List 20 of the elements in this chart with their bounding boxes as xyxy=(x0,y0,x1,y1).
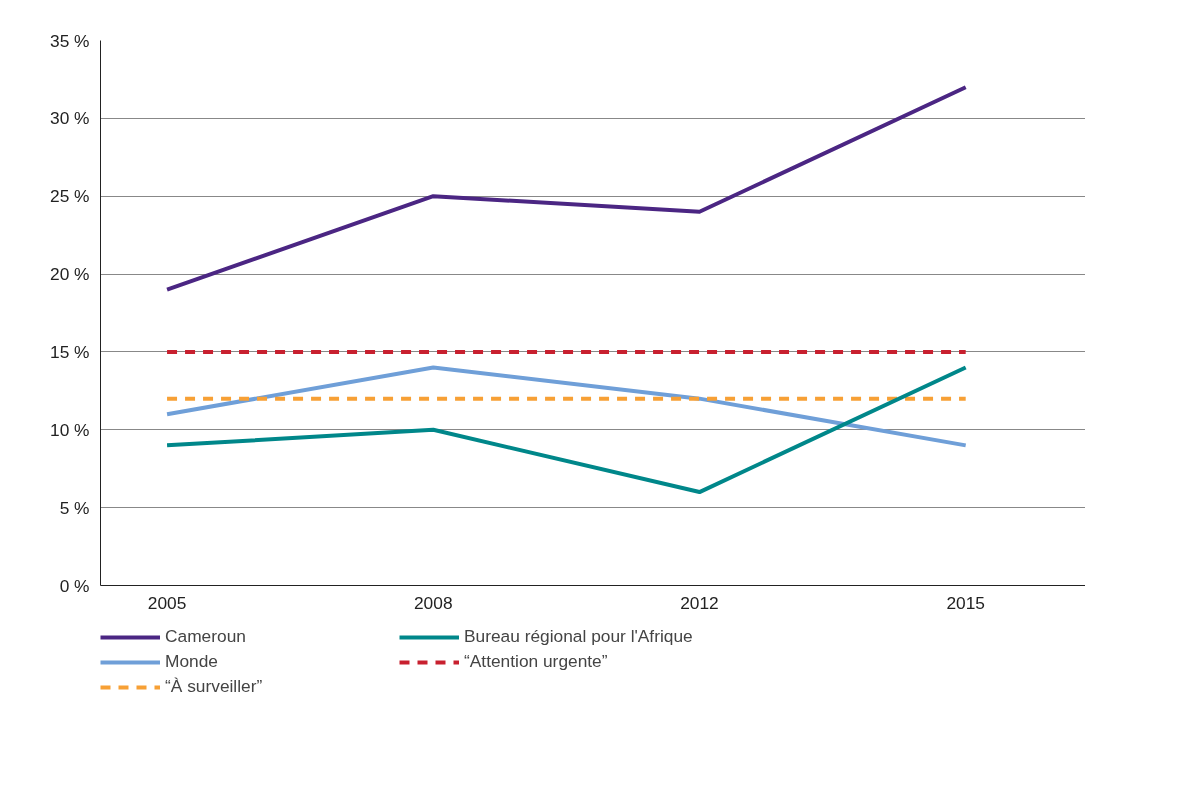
y-tick-label: 35 % xyxy=(50,30,90,51)
legend-label: “À surveiller” xyxy=(165,676,264,697)
y-tick-label: 25 % xyxy=(50,186,90,207)
y-tick-label: 20 % xyxy=(50,264,90,285)
legend-label: Bureau régional pour l'Afrique xyxy=(464,626,694,647)
y-tick-label: 0 % xyxy=(59,575,90,596)
y-tick-label: 30 % xyxy=(50,108,90,129)
x-tick-label: 2012 xyxy=(680,592,719,613)
line-series xyxy=(165,85,968,292)
y-tick-label: 5 % xyxy=(59,497,90,518)
x-tick-label: 2008 xyxy=(414,592,453,613)
y-tick-label: 10 % xyxy=(50,419,90,440)
line-series xyxy=(165,365,968,448)
x-tick-label: 2005 xyxy=(147,592,187,613)
legend-label: “Attention urgente” xyxy=(464,651,609,672)
legend-label: Cameroun xyxy=(165,626,247,647)
legend-label: Monde xyxy=(165,651,219,672)
y-tick-label: 15 % xyxy=(50,341,90,362)
line-series xyxy=(165,365,968,495)
x-tick-label: 2015 xyxy=(946,592,985,613)
